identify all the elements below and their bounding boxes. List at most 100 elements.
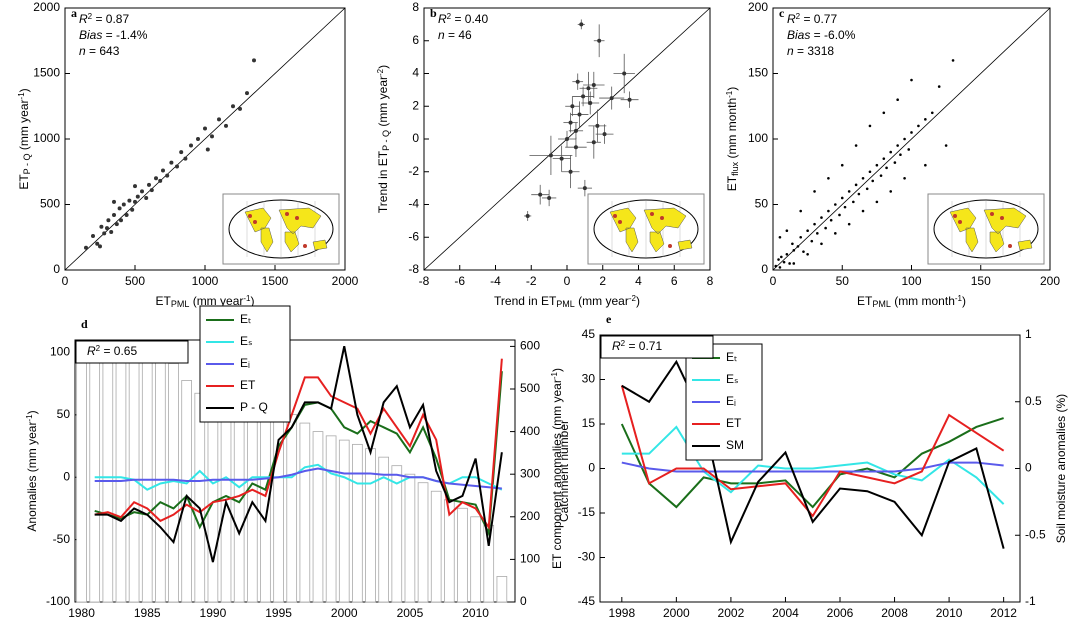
point bbox=[602, 132, 607, 137]
label-part: Bias bbox=[79, 28, 102, 42]
series-line bbox=[620, 385, 1005, 518]
label-part: Bias bbox=[787, 28, 810, 42]
point bbox=[840, 163, 844, 167]
label: ETP - Q (mm year-1) bbox=[17, 88, 32, 189]
label-part: n bbox=[79, 44, 86, 58]
label-part: R bbox=[612, 339, 621, 353]
label: n = 3318 bbox=[787, 44, 834, 58]
y2-tick-label: 1 bbox=[1025, 327, 1032, 341]
point bbox=[907, 148, 911, 151]
y-tick-label: -45 bbox=[578, 594, 596, 608]
point bbox=[879, 174, 883, 177]
land bbox=[609, 207, 693, 253]
point bbox=[133, 184, 137, 189]
legend-label: Eₛ bbox=[726, 372, 738, 386]
label-part: PML bbox=[171, 299, 190, 309]
label: Catchment number bbox=[557, 420, 571, 522]
label-part: ) bbox=[17, 88, 31, 92]
point bbox=[871, 179, 875, 183]
point bbox=[130, 207, 135, 212]
label-part: n bbox=[438, 28, 445, 42]
y-tick-label: 6 bbox=[412, 33, 419, 47]
label: ETPML (mm year-1) bbox=[156, 294, 255, 309]
x-tick-label: 2004 bbox=[772, 606, 799, 620]
point bbox=[597, 38, 602, 43]
label-part: = 0.77 bbox=[800, 12, 837, 26]
y-tick-label: 2 bbox=[412, 98, 419, 112]
point bbox=[910, 131, 913, 134]
label-part: ) bbox=[636, 294, 640, 308]
label-part: = 3318 bbox=[794, 44, 835, 58]
x-tick-label: 100 bbox=[901, 274, 921, 288]
point bbox=[806, 252, 809, 256]
legend-label: SM bbox=[726, 438, 744, 452]
point bbox=[140, 189, 144, 194]
inset-map bbox=[927, 193, 1045, 265]
y2-tick-label: 500 bbox=[520, 381, 540, 395]
panel-letter: d bbox=[81, 317, 88, 331]
bar bbox=[417, 482, 429, 603]
series-line bbox=[621, 461, 1004, 473]
one-to-one-line bbox=[772, 7, 1051, 271]
point bbox=[165, 173, 170, 178]
point bbox=[924, 118, 927, 121]
x-tick-label: 1995 bbox=[265, 606, 292, 620]
label: R2 = 0.77 bbox=[787, 12, 837, 26]
label-part: ) bbox=[962, 294, 966, 308]
point bbox=[838, 213, 841, 217]
bar bbox=[312, 431, 324, 603]
bar bbox=[325, 435, 337, 603]
label-part: R bbox=[79, 12, 88, 26]
series-line bbox=[621, 359, 1005, 549]
point bbox=[203, 126, 207, 131]
point bbox=[917, 124, 920, 128]
y2-tick-label: -1 bbox=[1025, 594, 1036, 608]
panel-letter: c bbox=[779, 6, 785, 20]
label-part: (mm year bbox=[376, 76, 390, 130]
point bbox=[843, 205, 847, 209]
label-part: ) bbox=[25, 410, 39, 414]
point bbox=[121, 202, 126, 207]
label-part: = -6.0% bbox=[810, 28, 855, 42]
point bbox=[778, 266, 782, 269]
point bbox=[868, 170, 872, 174]
y-tick-label: -15 bbox=[578, 505, 596, 519]
point bbox=[827, 177, 830, 180]
label-part: 2 bbox=[621, 339, 626, 348]
x-tick-label: 2006 bbox=[827, 606, 854, 620]
point bbox=[774, 264, 778, 268]
label-part: ) bbox=[250, 294, 254, 308]
point bbox=[778, 235, 782, 239]
point bbox=[910, 78, 913, 82]
y2-tick-label: 600 bbox=[520, 339, 540, 353]
point bbox=[854, 183, 858, 187]
label-part: ET component anomalies (mm year bbox=[550, 379, 564, 569]
legend-label: P - Q bbox=[240, 400, 268, 414]
point bbox=[582, 186, 587, 191]
catchment bbox=[613, 214, 617, 218]
x-tick-label: 1980 bbox=[68, 606, 95, 620]
y-tick-label: 45 bbox=[582, 327, 596, 341]
label: Trend in ETPML (mm year-2) bbox=[494, 294, 640, 309]
label-part: (mm year bbox=[189, 294, 243, 308]
label-part: -1 bbox=[955, 294, 963, 303]
point bbox=[865, 187, 869, 191]
label: Bias = -1.4% bbox=[79, 28, 148, 42]
bar bbox=[365, 448, 376, 603]
legend-label: Eᵢ bbox=[240, 356, 250, 370]
y-tick-label: -8 bbox=[408, 262, 419, 276]
y-tick-label: 100 bbox=[50, 345, 70, 359]
y-tick-label: 2000 bbox=[33, 0, 60, 14]
label: R2 = 0.71 bbox=[612, 339, 662, 353]
point bbox=[581, 94, 586, 99]
point bbox=[133, 199, 137, 204]
point bbox=[813, 222, 816, 226]
point bbox=[827, 209, 830, 213]
series-line bbox=[621, 425, 1005, 505]
x-tick-label: 2010 bbox=[936, 606, 963, 620]
point bbox=[796, 245, 800, 248]
label: Anomalies (mm year-1) bbox=[25, 410, 39, 531]
legend-label: Eᵢ bbox=[726, 394, 736, 408]
label-part: -1 bbox=[243, 294, 251, 303]
x-tick-label: 1998 bbox=[608, 606, 635, 620]
